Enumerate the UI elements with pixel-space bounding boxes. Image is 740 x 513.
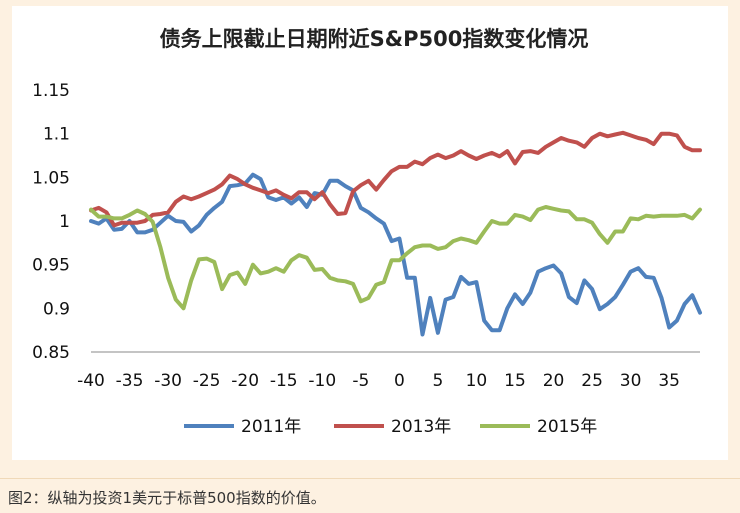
chart-title: 债务上限截止日期附近S&P500指数变化情况 (160, 27, 589, 51)
x-tick-label: 30 (620, 371, 642, 391)
y-tick-label: 1.15 (32, 81, 70, 101)
legend-label-2011: 2011年 (241, 417, 301, 437)
y-tick-label: 0.95 (32, 256, 70, 276)
series-line-2015 (89, 205, 702, 311)
x-tick-label: 5 (432, 371, 443, 391)
x-tick-label: 0 (394, 371, 405, 391)
x-tick-label: -35 (116, 371, 144, 391)
x-tick-label: 20 (543, 371, 565, 391)
series-line-2013 (89, 130, 702, 228)
x-tick-label: -40 (77, 371, 105, 391)
y-tick-label: 0.9 (43, 299, 70, 319)
x-tick-label: 15 (504, 371, 526, 391)
y-tick-label: 1.05 (32, 168, 70, 188)
y-axis-ticks: 1.15 1.1 1.05 1 0.95 0.9 0.85 (32, 81, 70, 363)
x-tick-label: 10 (466, 371, 488, 391)
x-tick-label: -20 (231, 371, 259, 391)
legend-label-2015: 2015年 (537, 417, 597, 437)
y-tick-label: 0.85 (32, 343, 70, 363)
line-chart: 债务上限截止日期附近S&P500指数变化情况 1.151.11.0510.950… (32, 27, 702, 437)
series-line-2011 (89, 172, 702, 337)
y-tick-label: 1 (59, 212, 70, 232)
x-tick-label: -30 (154, 371, 182, 391)
x-tick-label: -15 (270, 371, 298, 391)
chart-panel: 债务上限截止日期附近S&P500指数变化情况 1.15 1.1 1.05 1 0.95 0… (12, 6, 728, 460)
x-tick-label: -25 (193, 371, 221, 391)
x-tick-label: 25 (581, 371, 603, 391)
x-tick-label: 35 (658, 371, 680, 391)
caption-bar: 图2：纵轴为投资1美元于标普500指数的价值。 (0, 478, 740, 513)
legend: 2011年 2013年 2015年 (184, 417, 597, 437)
x-axis-ticks: -40 -35 -30 -25 -20 -15 -10 -5 0 5 10 15 20 25 30 35 (77, 371, 680, 391)
x-tick-label: -10 (308, 371, 336, 391)
legend-label-2013: 2013年 (391, 417, 451, 437)
y-tick-label: 1.1 (43, 125, 70, 145)
x-tick-label: -5 (352, 371, 369, 391)
figure-caption: 图2：纵轴为投资1美元于标普500指数的价值。 (8, 489, 326, 507)
series-lines (89, 130, 702, 337)
